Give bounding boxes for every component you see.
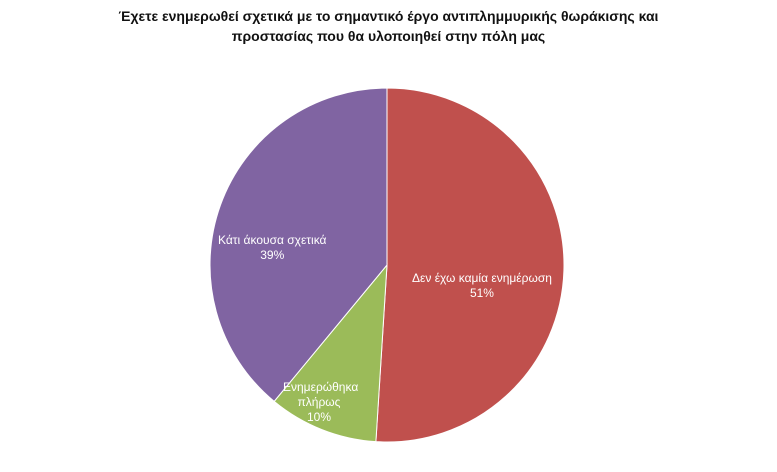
slice-value-label: 10% [306, 410, 332, 424]
pie-slice-heard-something [209, 87, 388, 403]
chart-title-line-1: Έχετε ενημερωθεί σχετικά με το σημαντικό… [118, 8, 659, 24]
slice-label-no-information: Δεν έχω καμία ενημέρωση 51% [412, 271, 552, 301]
slice-label-heard-something: Κάτι άκουσα σχετικά 39% [218, 233, 327, 263]
pie-slice-fully-informed [273, 263, 388, 443]
slice-category-label: Κάτι άκουσα σχετικά [218, 233, 327, 247]
chart-title: Έχετε ενημερωθεί σχετικά με το σημαντικό… [0, 6, 777, 46]
pie-slice-no-information [375, 87, 565, 443]
slice-value-label: 39% [260, 248, 285, 262]
slice-category-label: Ενημερώθηκα πλήρως [283, 380, 359, 409]
slice-label-fully-informed: Ενημερώθηκα πλήρως 10% [283, 380, 359, 425]
slice-value-label: 51% [469, 286, 494, 300]
chart-title-line-2: προστασίας που θα υλοποιηθεί στην πόλη μ… [231, 28, 546, 44]
slice-category-label: Δεν έχω καμία ενημέρωση [412, 271, 552, 285]
